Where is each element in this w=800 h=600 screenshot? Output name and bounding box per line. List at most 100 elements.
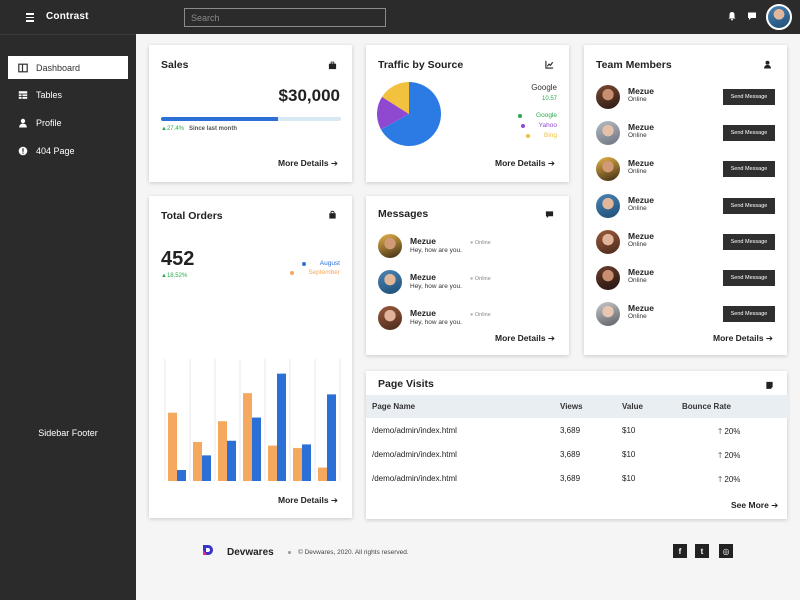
send-message-button[interactable]: Send Message [723,161,775,178]
sales-progress-bar [161,117,341,121]
legend-dot [290,270,295,275]
instagram-icon[interactable]: ◎ [719,544,733,558]
send-message-button[interactable]: Send Message [723,270,775,286]
footer-brand: Devwares [227,547,274,558]
legend-label: September [308,269,340,276]
cell-views: 3,689 [560,474,581,483]
briefcase-icon [328,61,337,70]
avatar [596,193,620,218]
sidebar-item-profile[interactable]: Profile [8,111,128,134]
arrow-up-icon: ▲ [161,273,167,279]
avatar [378,234,402,258]
team-more-details-link[interactable]: More Details ➔ [713,333,773,344]
pie-slice-yahoo [377,96,409,130]
sales-title: Sales [161,59,189,71]
bell-icon[interactable] [727,11,737,21]
member-status: Online [628,277,647,284]
member-name: Mezue [628,303,654,314]
member-name: Mezue [628,86,654,96]
message-text: Hey, how are you. [410,247,462,254]
cell-page-name: /demo/admin/index.html [372,450,457,459]
sidebar-item-dashboard[interactable]: Dashboard [8,56,128,79]
cell-bounce-rate: 🡑 20% [718,426,740,440]
member-status: Online [628,132,647,140]
member-name: Mezue [628,267,654,277]
pie-highlight-value: 10.57 [541,96,557,102]
cell-bounce-rate: 🡑 20% [718,474,740,488]
arrow-up-icon: 🡑 [718,451,723,460]
legend-item-august: August [301,260,340,267]
user-icon [764,60,771,69]
status-label: Online [474,240,491,246]
team-members-card: Team Members Mezue Online Send Message M… [584,45,787,355]
traffic-more-details-link[interactable]: More Details ➔ [495,158,555,169]
column-header: Page Name [372,402,416,411]
user-avatar[interactable] [766,4,792,30]
arrow-right-icon: ➔ [330,158,339,168]
document-icon [766,381,773,389]
bar-august-4 [252,417,261,481]
column-header: Value [622,402,643,411]
status-label: Online [474,276,491,282]
status-dot: ● [470,276,474,282]
legend-item-yahoo: Yahoo [520,122,557,129]
brand-name: Contrast [46,11,89,22]
cell-views: 3,689 [560,450,581,459]
facebook-icon[interactable]: f [673,544,687,558]
arrow-right-icon: ➔ [547,158,556,168]
twitter-icon[interactable]: t [695,544,709,558]
table-icon [18,90,28,99]
more-details-label: More Details [278,495,329,505]
avatar [378,270,402,294]
pie-slice-google [380,82,441,146]
bar-september-7 [318,467,327,481]
bar-september-6 [293,448,302,481]
send-message-button[interactable]: Send Message [723,89,775,105]
member-status: Online [628,240,647,248]
sidebar-item-404[interactable]: 404 Page [8,139,128,162]
arrow-right-icon: ➔ [547,333,556,343]
avatar [596,302,620,327]
send-message-button[interactable]: Send Message [723,306,775,323]
search-input[interactable] [184,8,386,27]
more-details-label: More Details [278,158,329,168]
messages-title: Messages [378,208,429,220]
sales-more-details-link[interactable]: More Details ➔ [278,158,338,169]
bounce-rate-value: 20% [724,427,741,436]
traffic-card: Traffic by Source Google 10.57 Google Ya… [366,45,569,182]
cell-value: $10 [622,450,636,459]
messages-more-details-link[interactable]: More Details ➔ [495,333,555,344]
arrow-up-icon: 🡑 [718,427,723,436]
sales-change-value: 27.4% [166,126,184,132]
status-dot: ● [470,312,474,318]
send-message-button[interactable]: Send Message [723,233,775,250]
column-header: Views [560,402,583,411]
sidebar: Dashboard Tables Profile 404 Page Sideba… [0,34,136,600]
orders-more-details-link[interactable]: More Details ➔ [278,495,338,506]
see-more-label: See More [731,500,769,510]
sidebar-footer: Sidebar Footer [38,428,98,438]
sales-progress-fill [161,117,278,121]
visits-title: Page Visits [378,378,434,390]
cell-page-name: /demo/admin/index.html [372,426,457,435]
chat-icon[interactable] [747,11,757,21]
bar-august-6 [302,444,311,481]
member-name: Mezue [628,230,654,241]
chat-icon [545,211,554,219]
sidebar-item-label: 404 Page [36,145,75,156]
legend-label: Google [536,112,557,119]
sales-amount: $30,000 [278,86,340,105]
send-message-button[interactable]: Send Message [723,125,775,142]
legend-label: Yahoo [538,122,557,129]
orders-count: 452 [161,248,195,270]
member-name: Mezue [628,122,654,133]
see-more-link[interactable]: See More ➔ [731,500,778,511]
menu-icon[interactable] [26,13,34,22]
footer-separator [288,551,291,554]
bar-september-5 [268,445,277,481]
send-message-button[interactable]: Send Message [723,197,775,214]
total-orders-card: Total Orders 452 ▲18.52% August Septembe… [149,196,352,518]
alert-icon [18,146,28,155]
cell-bounce-rate: 🡑 20% [718,450,740,464]
sidebar-item-tables[interactable]: Tables [8,83,128,106]
